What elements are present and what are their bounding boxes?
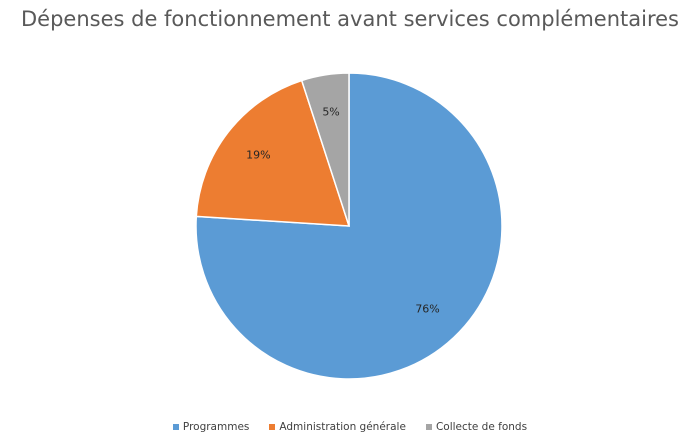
legend: Programmes Administration générale Collect…	[0, 421, 700, 433]
legend-label-0: Programmes	[182, 421, 250, 433]
legend-item-1: Administration générale	[269, 421, 406, 433]
pie-slice-label-0: 76%	[415, 303, 439, 316]
legend-item-2: Collecte de fonds	[425, 421, 528, 433]
pie-slice-label-1: 19%	[246, 149, 270, 162]
pie-slice-label-2: 5%	[322, 106, 339, 119]
legend-label-2: Collecte de fonds	[435, 421, 528, 433]
chart-title: Dépenses de fonctionnement avant service…	[20, 7, 679, 31]
legend-label-1: Administration générale	[279, 421, 406, 433]
pie-slice-0	[195, 72, 503, 380]
pie-slice-2	[300, 72, 350, 227]
pie-slice-1	[195, 79, 351, 227]
legend-swatch-1	[269, 424, 276, 430]
legend-swatch-0	[172, 424, 179, 430]
legend-item-0: Programmes	[172, 421, 250, 433]
legend-swatch-2	[425, 424, 432, 430]
